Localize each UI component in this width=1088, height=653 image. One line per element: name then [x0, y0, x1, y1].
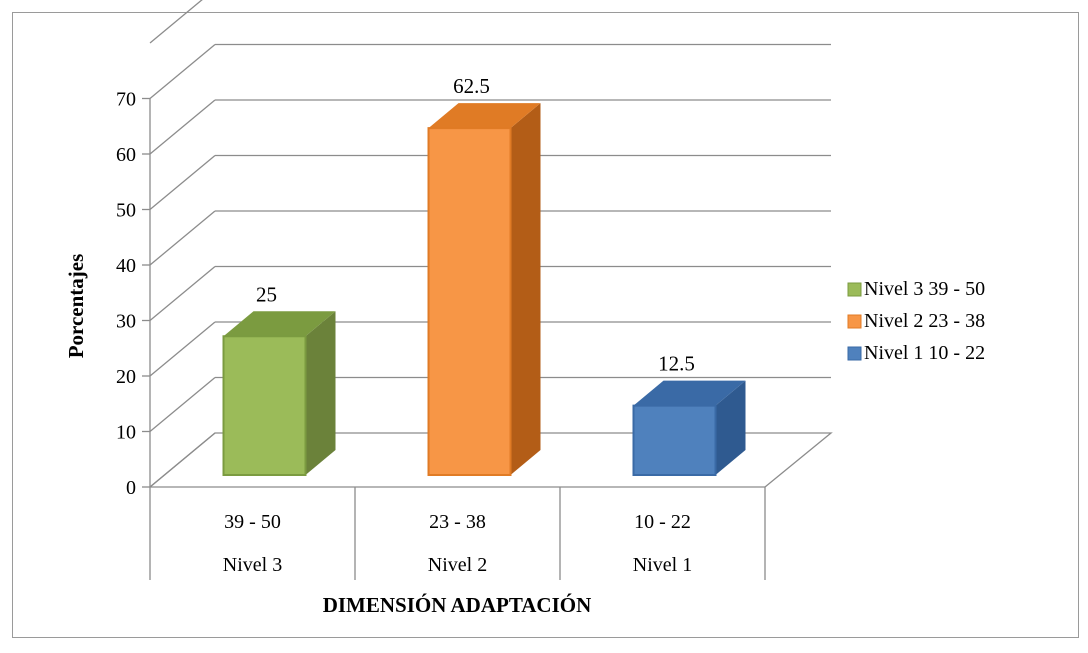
y-tick-label: 30	[116, 311, 136, 333]
bar-side	[305, 311, 336, 475]
gridline-side	[149, 321, 216, 377]
x-tick-label-level: Nivel 1	[633, 554, 692, 576]
data-label: 62.5	[453, 74, 490, 98]
data-label: 25	[256, 282, 277, 306]
x-tick-label-range: 10 - 22	[634, 511, 691, 533]
bars	[222, 103, 746, 476]
bar	[427, 127, 512, 476]
y-axis-title: Porcentajes	[64, 254, 88, 359]
gridline-side	[149, 99, 216, 155]
legend-swatch	[847, 314, 862, 329]
bar-side	[715, 380, 746, 475]
bar-top	[633, 380, 746, 406]
gridline-side	[149, 0, 203, 44]
x-tick-label-range: 23 - 38	[429, 511, 486, 533]
legend-label: Nivel 3 39 - 50	[864, 278, 985, 300]
y-tick-label: 20	[116, 366, 136, 388]
y-tick-label: 50	[116, 200, 136, 222]
legend-label: Nivel 1 10 - 22	[864, 342, 985, 364]
bar-side	[510, 103, 541, 475]
y-tick-label: 60	[116, 144, 136, 166]
legend: Nivel 3 39 - 50 Nivel 2 23 - 38 Nivel 1 10…	[847, 278, 985, 364]
bar-top	[428, 103, 541, 129]
y-tick-label: 70	[116, 89, 136, 111]
bar	[222, 335, 307, 476]
legend-swatch	[847, 282, 862, 297]
gridline-side	[149, 210, 216, 266]
gridline-side	[149, 266, 216, 321]
x-tick-label-range: 39 - 50	[224, 511, 281, 533]
x-tick-label-level: Nivel 3	[223, 554, 282, 576]
bar	[632, 404, 717, 476]
chart-border	[12, 12, 1079, 638]
gridline-side	[149, 155, 216, 210]
legend-swatch	[847, 346, 862, 361]
data-label: 12.5	[658, 352, 695, 376]
data-labels: 25 62.5 12.5	[256, 74, 695, 376]
bar-top	[223, 311, 336, 337]
y-tick-label: 0	[126, 477, 136, 499]
y-tick-label: 40	[116, 255, 136, 277]
x-axis: 39 - 50 Nivel 3 23 - 38 Nivel 2 10 - 22 Nivel…	[149, 487, 766, 580]
y-axis: 0 10 20 30 40 50 60 70	[116, 89, 150, 499]
x-axis-title: DIMENSIÓN ADAPTACIÓN	[323, 593, 592, 617]
gridline-side	[149, 377, 216, 432]
y-tick-label: 10	[116, 422, 136, 444]
gridline-side	[149, 44, 216, 99]
legend-label: Nivel 2 23 - 38	[864, 310, 985, 332]
x-tick-label-level: Nivel 2	[428, 554, 487, 576]
